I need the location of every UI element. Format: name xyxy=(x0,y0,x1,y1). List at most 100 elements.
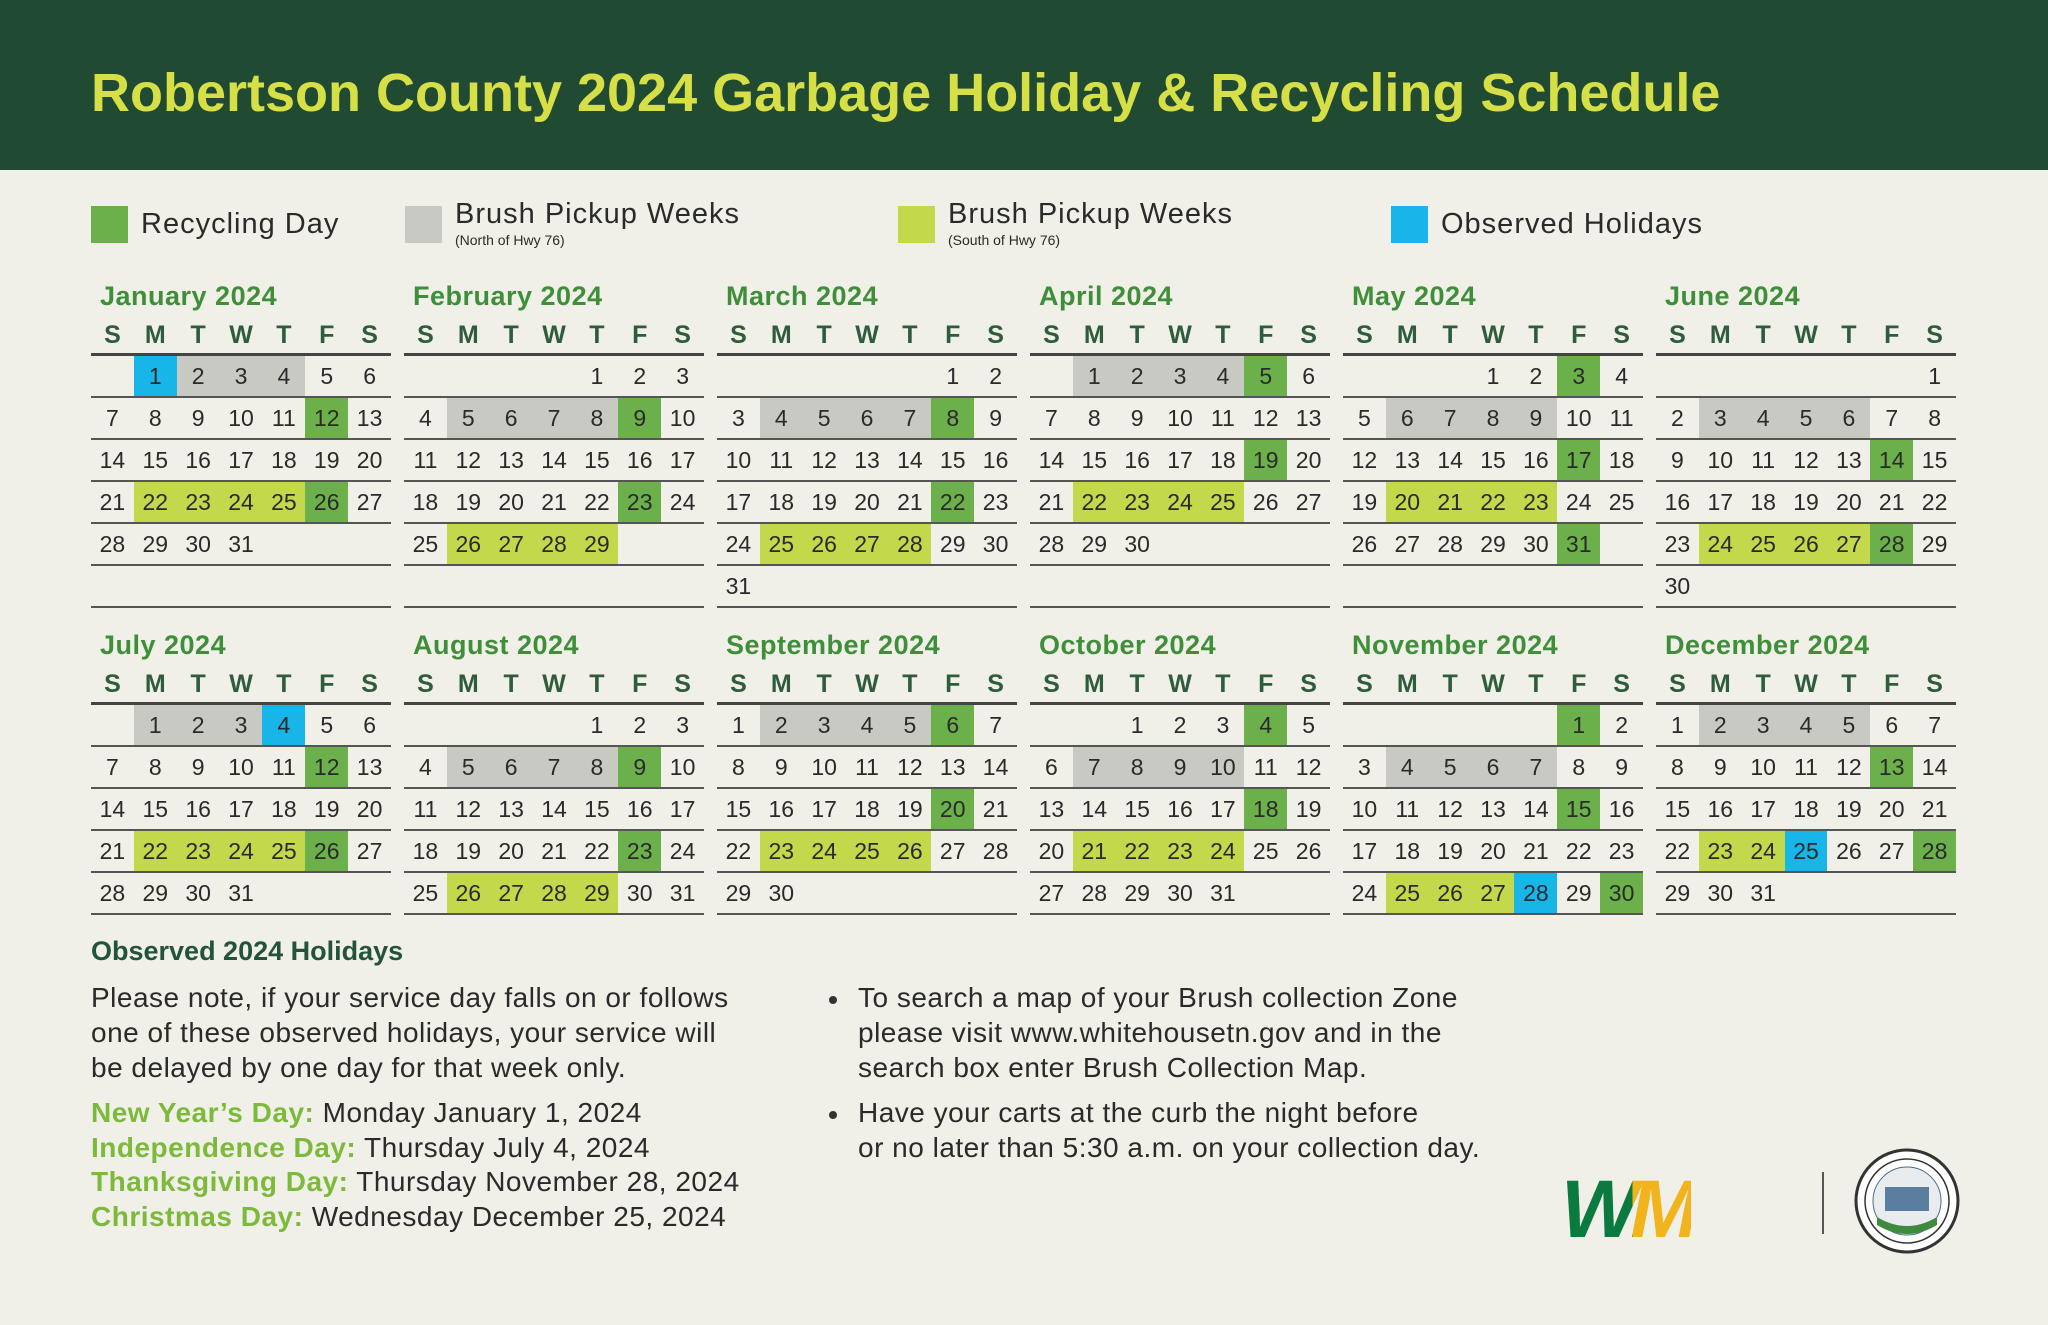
day: 19 xyxy=(1836,795,1862,822)
day: 22 xyxy=(133,482,177,522)
empty-day xyxy=(618,566,661,606)
weekday: S xyxy=(1669,669,1686,698)
day: 4 xyxy=(1741,398,1785,438)
week-row: 7 8 9 10 11 12 13 xyxy=(91,747,391,789)
empty-day xyxy=(803,356,846,396)
empty-day xyxy=(1742,566,1785,606)
empty-day xyxy=(1557,566,1600,606)
day: 18 xyxy=(412,837,439,864)
day: 13 xyxy=(1295,404,1322,431)
day: 10 xyxy=(811,753,837,780)
week-row: 5 6 7 8 9 10 11 xyxy=(1343,398,1643,440)
day: 15 xyxy=(142,795,169,822)
day: 24 xyxy=(1698,524,1742,564)
day: 24 xyxy=(1201,831,1245,871)
day: 20 xyxy=(1836,488,1862,515)
day: 21 xyxy=(541,488,567,515)
weekday: S xyxy=(1926,320,1943,349)
empty-day xyxy=(262,524,305,564)
weekday: S xyxy=(1356,669,1373,698)
day: 21 xyxy=(1072,831,1116,871)
day: 13 xyxy=(1038,795,1065,822)
day: 4 xyxy=(1615,362,1628,389)
week-row xyxy=(1343,566,1643,608)
day: 12 xyxy=(1351,446,1378,473)
day: 20 xyxy=(356,446,383,473)
seal xyxy=(1854,1148,1960,1254)
weekday: S xyxy=(1356,320,1373,349)
day: 9 xyxy=(1615,753,1628,780)
legend-swatch xyxy=(898,206,935,243)
empty-day xyxy=(404,705,447,745)
day: 21 xyxy=(1878,488,1905,515)
month: August 2024 S M T W T F S 1 2 3 4 5 6 7 8 9 10 11 12 13 14 15 1… xyxy=(404,630,704,915)
day: 6 xyxy=(1385,398,1429,438)
empty-day xyxy=(846,873,889,913)
day: 12 xyxy=(811,446,837,473)
day: 13 xyxy=(356,753,383,780)
day: 8 xyxy=(1671,753,1684,780)
week-row: 9 10 11 12 13 14 15 xyxy=(1656,440,1956,482)
day: 3 xyxy=(219,705,263,745)
week-row: 18 19 20 21 22 23 24 xyxy=(404,482,704,524)
empty-day xyxy=(91,356,134,396)
day: 30 xyxy=(626,879,653,906)
holiday-date: Thursday July 4, 2024 xyxy=(364,1131,651,1163)
weekday: T xyxy=(1215,669,1231,698)
month-name: June 2024 xyxy=(1665,281,1801,311)
day: 19 xyxy=(1351,488,1378,515)
day: 20 xyxy=(356,795,383,822)
day: 5 xyxy=(1784,398,1828,438)
month-name: September 2024 xyxy=(726,630,941,660)
weekday: F xyxy=(1571,669,1587,698)
week-row: 31 xyxy=(717,566,1017,608)
day: 7 xyxy=(106,404,119,431)
day: 19 xyxy=(1437,837,1463,864)
day: 6 xyxy=(1302,362,1315,389)
legend-label: Observed Holidays xyxy=(1441,208,1703,240)
empty-day xyxy=(1785,356,1828,396)
weekday: S xyxy=(730,669,747,698)
weekday: T xyxy=(503,669,519,698)
day: 1 xyxy=(133,356,177,396)
month-name: April 2024 xyxy=(1039,281,1174,311)
day: 30 xyxy=(1167,879,1193,906)
day: 15 xyxy=(725,795,752,822)
empty-day xyxy=(404,356,447,396)
week-row: 8 9 10 11 12 13 14 xyxy=(717,747,1017,789)
day: 2 xyxy=(633,711,647,738)
month-name: November 2024 xyxy=(1352,630,1559,660)
bullet-dot xyxy=(829,996,837,1004)
empty-day xyxy=(1073,566,1116,606)
day: 18 xyxy=(1608,446,1635,473)
week-row: 18 19 20 21 22 23 24 xyxy=(404,831,704,873)
day: 28 xyxy=(1038,530,1065,557)
empty-day xyxy=(1600,524,1643,564)
day: 27 xyxy=(1394,530,1421,557)
day: 18 xyxy=(1793,795,1819,822)
holiday-line: Thanksgiving Day: Thursday November 28, … xyxy=(91,1166,740,1198)
day: 25 xyxy=(1741,524,1785,564)
day: 25 xyxy=(845,831,889,871)
empty-day xyxy=(1870,873,1913,913)
day: 11 xyxy=(1253,753,1278,780)
day: 29 xyxy=(725,879,752,906)
empty-day xyxy=(618,524,661,564)
day: 12 xyxy=(1437,795,1463,822)
day: 24 xyxy=(1351,879,1378,906)
day: 27 xyxy=(1827,524,1871,564)
day: 14 xyxy=(1523,795,1549,822)
holiday-line: Independence Day: Thursday July 4, 2024 xyxy=(91,1132,650,1164)
day: 2 xyxy=(1529,362,1543,389)
empty-day xyxy=(490,566,533,606)
day: 3 xyxy=(1216,711,1230,738)
day: 25 xyxy=(262,482,306,522)
day: 11 xyxy=(1794,753,1818,780)
weekday: T xyxy=(1841,320,1857,349)
day: 5 xyxy=(1428,747,1472,787)
day: 11 xyxy=(413,446,438,473)
day: 4 xyxy=(1244,705,1288,745)
